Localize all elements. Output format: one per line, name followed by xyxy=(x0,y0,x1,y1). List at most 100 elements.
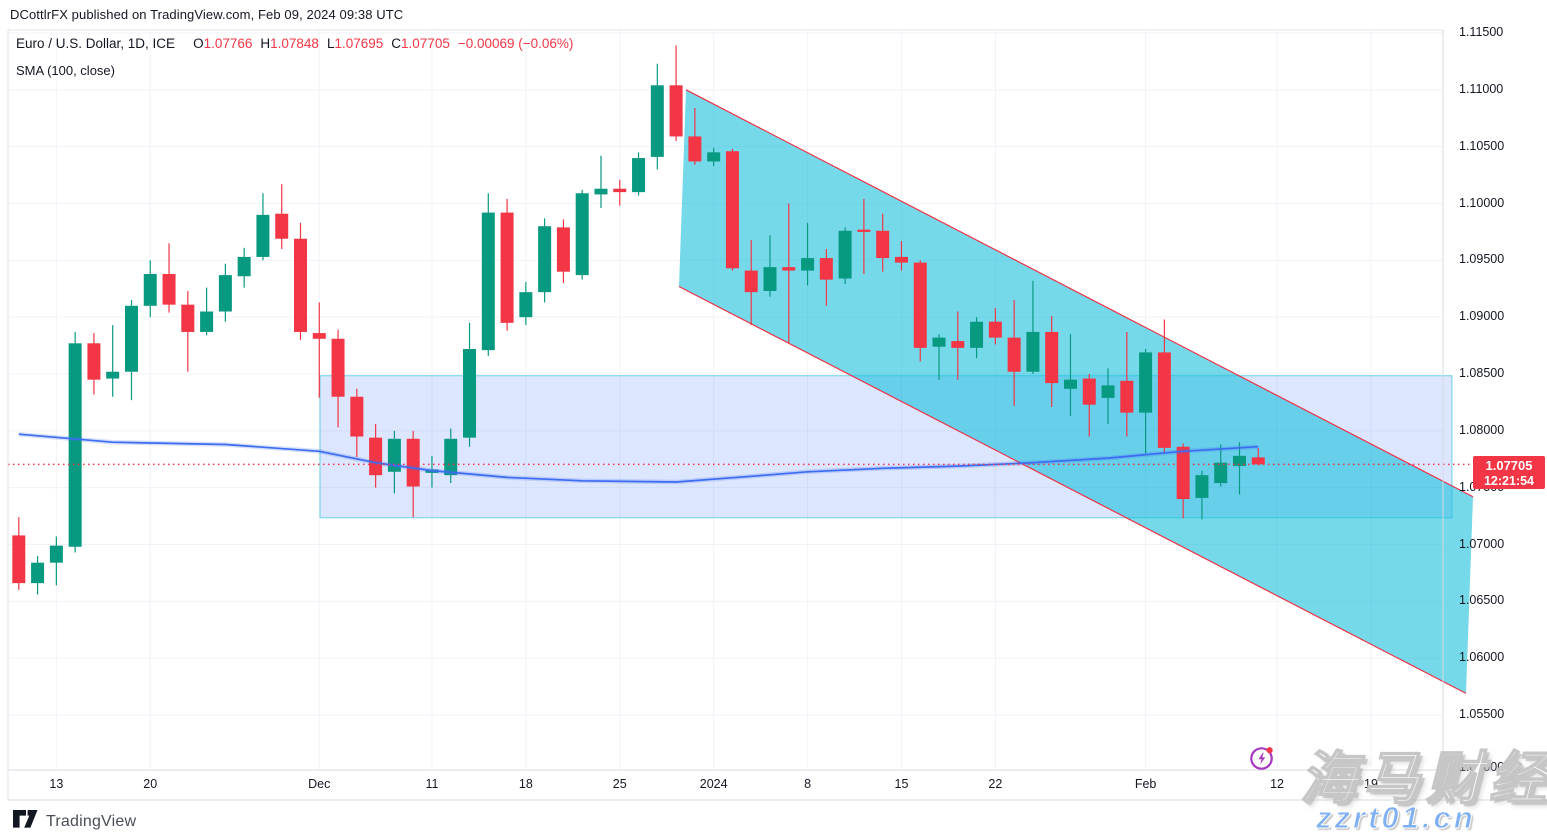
symbol-title[interactable]: Euro / U.S. Dollar, 1D, ICE xyxy=(16,36,176,51)
price-tick-label: 1.10000 xyxy=(1459,195,1505,210)
candle-body[interactable] xyxy=(819,258,833,280)
candle-body[interactable] xyxy=(970,321,984,348)
candle-body[interactable] xyxy=(406,438,420,487)
price-tick-label: 1.05500 xyxy=(1459,707,1505,721)
time-tick-label: 2024 xyxy=(699,777,728,791)
candle-body[interactable] xyxy=(1157,352,1171,448)
candle-body[interactable] xyxy=(538,226,552,293)
current-price-label: 1.07705 12:21:54 xyxy=(1473,456,1545,489)
candle-body[interactable] xyxy=(876,230,890,259)
low-value: 1.07695 xyxy=(334,36,384,51)
candle-body[interactable] xyxy=(481,212,495,351)
candle-body[interactable] xyxy=(31,562,45,584)
time-tick-label: 19 xyxy=(1364,777,1378,791)
candle-body[interactable] xyxy=(1176,446,1190,500)
tradingview-logo[interactable]: TradingView xyxy=(12,808,136,835)
candle-body[interactable] xyxy=(744,270,758,293)
candle-body[interactable] xyxy=(200,311,214,332)
flash-badge-icon[interactable] xyxy=(1248,744,1276,772)
candle-body[interactable] xyxy=(275,213,289,239)
open-label: O xyxy=(193,36,204,51)
candle-body[interactable] xyxy=(1082,378,1096,405)
close-value: 1.07705 xyxy=(401,36,450,51)
candle-body[interactable] xyxy=(707,152,721,162)
candle-body[interactable] xyxy=(1045,331,1059,384)
channel-lower-line[interactable] xyxy=(678,285,1467,694)
candle-body[interactable] xyxy=(369,437,383,476)
candle-body[interactable] xyxy=(162,273,176,305)
candle-body[interactable] xyxy=(519,292,533,318)
candle-body[interactable] xyxy=(68,343,82,547)
candle-body[interactable] xyxy=(1007,337,1021,372)
candle-body[interactable] xyxy=(575,193,589,276)
time-tick-label: 8 xyxy=(804,777,812,791)
candle-body[interactable] xyxy=(1101,385,1115,398)
candle-body[interactable] xyxy=(1233,455,1246,467)
candle-body[interactable] xyxy=(951,341,965,348)
candle-body[interactable] xyxy=(331,338,345,397)
candle-body[interactable] xyxy=(12,535,26,584)
bar-countdown: 12:21:54 xyxy=(1483,473,1535,488)
candle-body[interactable] xyxy=(669,85,683,137)
open-value: 1.07766 xyxy=(203,36,253,51)
tradingview-logo-icon xyxy=(12,808,38,835)
candle-body[interactable] xyxy=(988,321,1002,338)
high-label: H xyxy=(260,36,271,51)
candle-body[interactable] xyxy=(387,438,401,472)
candle-body[interactable] xyxy=(350,396,364,437)
change-value: −0.00069 (−0.06%) xyxy=(457,36,574,51)
candle-body[interactable] xyxy=(801,258,815,271)
candle-body[interactable] xyxy=(932,337,946,347)
candle-body[interactable] xyxy=(106,371,120,379)
channel-upper-line[interactable] xyxy=(685,89,1474,498)
candle-body[interactable] xyxy=(1195,475,1209,498)
price-tick-label: 1.08500 xyxy=(1459,366,1505,380)
watermark-cn-text: 海马财经 xyxy=(1299,746,1547,812)
indicator-legend-sma[interactable]: SMA (100, close) xyxy=(16,63,115,78)
candle-body[interactable] xyxy=(500,212,514,323)
candle-body[interactable] xyxy=(556,227,570,272)
candle-body[interactable] xyxy=(143,273,157,306)
candle-body[interactable] xyxy=(857,229,871,232)
candle-body[interactable] xyxy=(49,545,63,563)
candle-body[interactable] xyxy=(913,262,927,348)
candle-body[interactable] xyxy=(1120,380,1134,413)
candle-body[interactable] xyxy=(1026,331,1040,372)
price-tick-label: 1.10500 xyxy=(1459,138,1505,153)
candle-body[interactable] xyxy=(838,230,852,279)
watermark-url-text: zzrt01.cn xyxy=(1316,800,1476,836)
candle-body[interactable] xyxy=(124,305,138,372)
price-tick-label: 1.06000 xyxy=(1459,650,1505,665)
candle-body[interactable] xyxy=(463,348,477,438)
candle-body[interactable] xyxy=(613,188,627,193)
price-tick-label: 1.09000 xyxy=(1459,309,1505,324)
candle-body[interactable] xyxy=(725,151,739,269)
candle-body[interactable] xyxy=(218,275,232,312)
candle-body[interactable] xyxy=(444,438,458,476)
candle-body[interactable] xyxy=(688,136,702,162)
low-label: L xyxy=(326,36,335,51)
time-tick-label: 13 xyxy=(49,777,64,791)
candle-body[interactable] xyxy=(894,256,908,263)
candle-body[interactable] xyxy=(256,214,270,257)
candle-body[interactable] xyxy=(782,267,796,271)
price-tick-label: 1.09500 xyxy=(1459,252,1505,267)
candle-body[interactable] xyxy=(294,238,307,332)
candle-body[interactable] xyxy=(650,85,664,157)
candle-body[interactable] xyxy=(312,333,326,339)
time-tick-label: 22 xyxy=(988,777,1003,791)
candle-body[interactable] xyxy=(1139,352,1153,413)
price-tick-label: 1.11500 xyxy=(1459,25,1504,39)
candle-body[interactable] xyxy=(1251,457,1265,465)
candle-body[interactable] xyxy=(1214,462,1228,484)
candle-body[interactable] xyxy=(87,343,101,380)
candle-body[interactable] xyxy=(594,188,608,195)
candle-body[interactable] xyxy=(763,267,777,292)
candle-body[interactable] xyxy=(181,304,195,332)
candle-body[interactable] xyxy=(237,256,251,277)
candle-body[interactable] xyxy=(1063,379,1077,389)
candle-body[interactable] xyxy=(632,158,646,193)
sma-line[interactable] xyxy=(18,433,1259,483)
